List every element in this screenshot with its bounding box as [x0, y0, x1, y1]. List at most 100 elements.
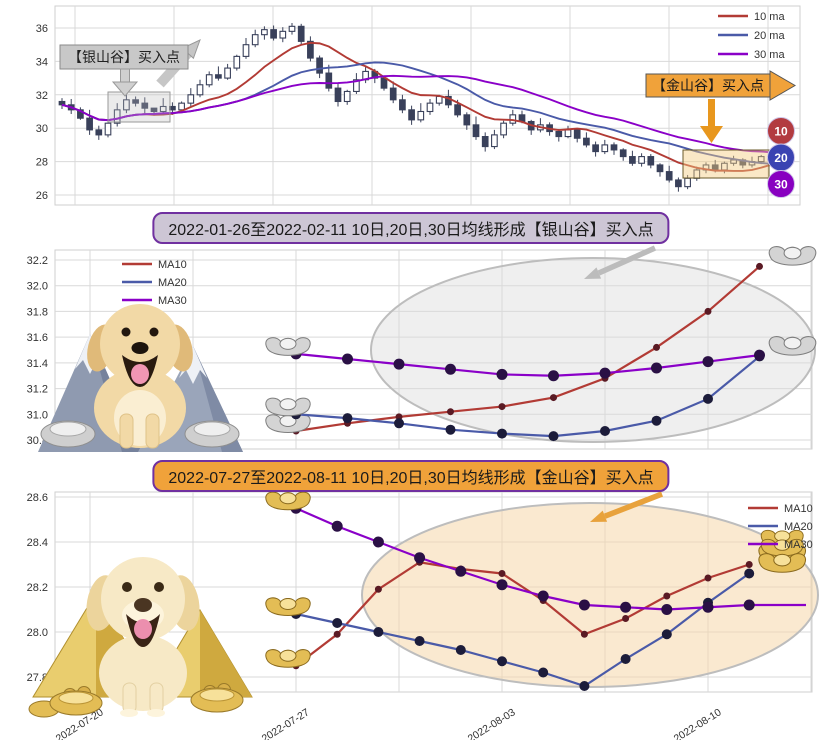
y-tick-label: 28.4 — [27, 537, 48, 549]
gold-ingot-icon — [758, 538, 807, 573]
silver-buy-point-label: 【银山谷】买入点 — [68, 49, 180, 65]
data-point-marker — [331, 520, 343, 532]
y-tick-label: 31.8 — [27, 306, 48, 318]
legend-label: MA30 — [784, 539, 813, 551]
data-point-marker — [498, 403, 506, 411]
silver_valley-highlight-ellipse — [370, 257, 816, 443]
data-point-marker — [414, 636, 425, 646]
gold_valley-legend: MA10 MA20 MA30 — [748, 503, 813, 551]
dog-nose — [131, 342, 149, 354]
y-tick-label: 26 — [36, 190, 48, 202]
silver-ingot-icon — [768, 336, 817, 356]
data-point-marker — [651, 415, 662, 426]
data-point-marker — [622, 615, 630, 622]
silver-ingot-icon — [265, 397, 311, 417]
gold-ingot-cluster-right — [190, 683, 244, 713]
pointer-arrow-icon — [590, 510, 608, 522]
data-point-marker — [743, 599, 755, 611]
gold-buy-point-label: 【金山谷】买入点 — [652, 78, 764, 94]
y-tick-label: 28.2 — [27, 582, 48, 594]
data-point-marker — [704, 574, 712, 582]
silver-ingot-large-right — [184, 420, 240, 448]
down-arrow-icon — [111, 81, 139, 97]
ma-end-badge-10: 10 — [767, 117, 795, 145]
data-point-marker — [744, 568, 755, 579]
dog-eye — [121, 327, 131, 337]
silver-valley-dog-illustration — [38, 304, 243, 452]
dog-eye — [122, 582, 132, 592]
dog-tongue — [134, 619, 152, 639]
data-point-marker — [661, 604, 673, 615]
pointer-arrow-icon — [584, 267, 602, 279]
data-point-marker — [373, 627, 384, 637]
data-point-marker — [661, 629, 672, 640]
data-point-marker — [580, 630, 588, 638]
data-point-marker — [496, 579, 508, 591]
y-tick-label: 32.2 — [27, 255, 48, 267]
data-point-marker — [414, 552, 426, 564]
data-point-marker — [754, 349, 765, 361]
silver-valley-title: 2022-01-26至2022-02-11 10日,20日,30日均线形成【银山… — [152, 212, 670, 244]
right-arrow-icon — [769, 70, 796, 101]
legend-label: 20 ma — [754, 30, 785, 42]
top-plot — [54, 5, 801, 206]
silver-ingot-icon — [768, 246, 817, 266]
silver-ingot-icon — [265, 337, 311, 356]
data-point-marker — [538, 667, 549, 678]
svg-text:20: 20 — [774, 151, 788, 165]
data-point-marker — [394, 418, 404, 429]
data-point-marker — [653, 343, 660, 351]
silver-valley-highlight-box — [107, 91, 171, 123]
data-point-marker — [702, 601, 714, 613]
ma-end-badge-20: 20 — [767, 143, 795, 172]
silver-ingot-large-left — [40, 420, 96, 448]
data-point-marker — [599, 367, 611, 379]
data-point-marker — [497, 656, 507, 667]
gold-valley-dog-illustration — [28, 557, 253, 718]
gold_valley-line-MA20 — [295, 572, 750, 688]
gold-valley-highlight-box — [682, 149, 770, 179]
data-point-marker — [447, 408, 454, 416]
gold-ingot-cluster-left — [28, 686, 103, 718]
data-point-marker — [548, 370, 559, 382]
dog-eye — [154, 582, 164, 592]
y-tick-label: 30 — [36, 123, 48, 135]
data-point-marker — [578, 599, 590, 611]
data-point-marker — [550, 394, 557, 402]
candlestick-chart-with-moving-averages: 36 34 32 30 28 26 10 ma 20 ma 30 ma 【银山谷】买入点【金山谷】… — [36, 5, 801, 206]
data-point-marker — [333, 630, 341, 638]
y-tick-label: 28.6 — [27, 492, 48, 504]
svg-text:30: 30 — [774, 178, 788, 192]
y-tick-label: 32 — [36, 90, 48, 102]
y-tick-label: 28.0 — [27, 627, 48, 639]
gold-valley-title: 2022-07-27至2022-08-11 10日,20日,30日均线形成【金山… — [152, 460, 670, 492]
y-tick-label: 32.0 — [27, 281, 48, 293]
legend-label: 10 ma — [754, 11, 785, 23]
data-point-marker — [372, 536, 384, 548]
data-point-marker — [663, 592, 671, 600]
ma-line-30 — [61, 74, 789, 156]
data-point-marker — [455, 565, 467, 577]
data-point-marker — [445, 363, 456, 375]
data-point-marker — [332, 618, 343, 628]
y-tick-label: 34 — [36, 56, 48, 68]
data-point-marker — [620, 601, 632, 613]
silver_valley-legend: MA10 MA20 MA30 — [122, 259, 187, 307]
gold-ingot-icon — [265, 597, 311, 616]
silver-ingot-icon — [265, 414, 311, 433]
data-point-marker — [703, 393, 713, 404]
dog-nose — [134, 598, 152, 612]
data-point-marker — [620, 654, 631, 664]
dog-tongue — [131, 364, 149, 384]
silver-valley-ma-line-chart: 32.232.031.831.631.431.231.030.8MA10MA20… — [27, 245, 817, 450]
ma-line-10 — [61, 41, 789, 172]
data-point-marker — [445, 424, 456, 435]
y-tick-label: 31.6 — [27, 332, 48, 344]
gold-ingot-icon — [265, 649, 311, 668]
legend-label: 30 ma — [754, 49, 785, 61]
gold_valley-line-MA10 — [295, 561, 750, 667]
dog-eye — [149, 327, 159, 337]
data-point-marker — [342, 353, 353, 365]
legend-label: MA30 — [158, 295, 187, 307]
